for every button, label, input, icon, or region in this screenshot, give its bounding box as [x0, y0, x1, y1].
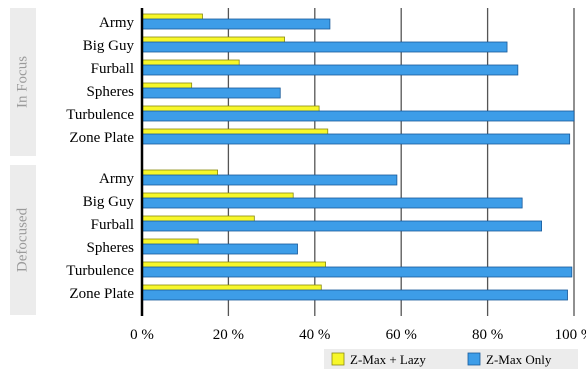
category-label: Zone Plate: [69, 286, 134, 302]
category-label: Turbulence: [66, 107, 134, 123]
bar-zmax-only: [141, 243, 298, 255]
group-label: In Focus: [14, 56, 30, 108]
category-label: Furball: [91, 61, 134, 77]
category-label: Army: [99, 15, 134, 31]
category-label: Spheres: [87, 84, 135, 100]
group-panel: [10, 165, 36, 315]
x-tick-label: 0 %: [130, 327, 154, 343]
bar-zmax-only: [141, 266, 573, 278]
x-tick-label: 20 %: [213, 327, 244, 343]
group-panels: [10, 8, 36, 315]
bar-zmax-only: [141, 41, 508, 53]
tick-labels: 0 % 20 % 40 % 60 % 80 % 100 %: [130, 327, 586, 343]
legend: Z-Max + Lazy Z-Max Only: [324, 349, 578, 369]
bar-zmax-only: [141, 133, 571, 145]
category-label: Zone Plate: [69, 130, 134, 146]
bar-zmax-only: [141, 110, 575, 122]
category-label: Spheres: [87, 240, 135, 256]
bar-zmax-only: [141, 87, 281, 99]
x-tick-label: 100 %: [555, 327, 586, 343]
axis: [140, 8, 144, 316]
legend-panel: [324, 349, 578, 369]
x-tick-label: 60 %: [386, 327, 417, 343]
category-label: Big Guy: [83, 38, 135, 54]
bar-zmax-only: [141, 174, 398, 186]
group-panel: [10, 8, 36, 156]
x-tick-label: 40 %: [299, 327, 330, 343]
category-label: Army: [99, 171, 134, 187]
bar-zmax-only: [141, 197, 523, 209]
legend-swatch: [467, 352, 481, 366]
bar-zmax-only: [141, 220, 543, 232]
bar-zmax-only: [141, 289, 568, 301]
category-label: Furball: [91, 217, 134, 233]
legend-label: Z-Max Only: [486, 352, 552, 367]
bar-zmax-only: [141, 64, 519, 76]
bars: [141, 13, 575, 301]
bar-zmax-only: [141, 18, 331, 30]
category-label: Big Guy: [83, 194, 135, 210]
x-tick-label: 80 %: [472, 327, 503, 343]
legend-swatch: [331, 352, 345, 366]
category-label: Turbulence: [66, 263, 134, 279]
category-labels: In Focus Defocused Army Big Guy Furball Spher…: [14, 15, 134, 302]
group-label: Defocused: [14, 207, 30, 272]
legend-label: Z-Max + Lazy: [350, 352, 426, 367]
